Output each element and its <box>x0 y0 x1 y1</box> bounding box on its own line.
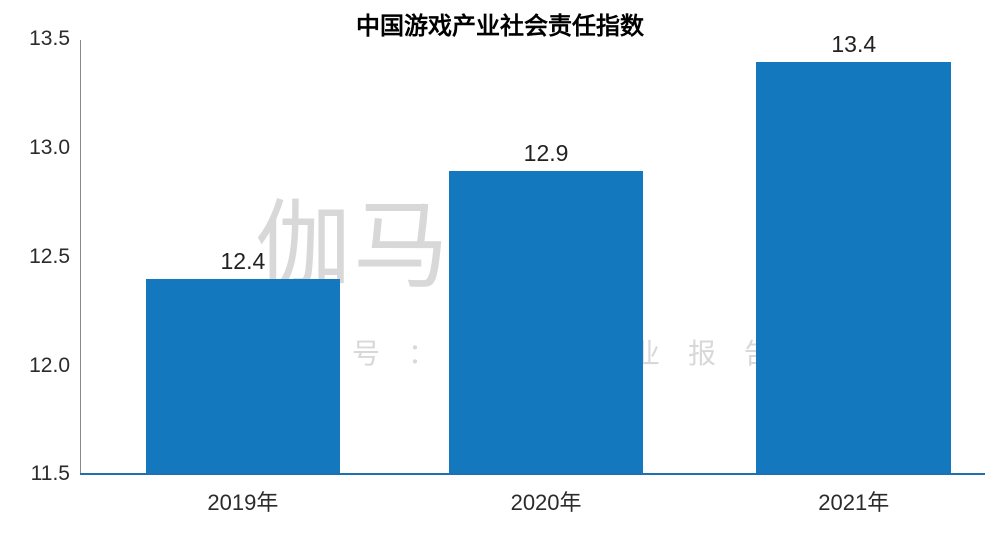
y-tick-label: 11.5 <box>10 462 70 486</box>
bar-value-label: 12.9 <box>486 140 606 167</box>
y-tick-label: 13.0 <box>10 136 70 160</box>
y-tick-label: 12.5 <box>10 245 70 269</box>
bar-value-label: 12.4 <box>183 248 303 275</box>
plot-area: 伽马数据微信号：游戏产业报告11.512.012.513.013.512.420… <box>80 40 985 475</box>
bar <box>449 171 644 474</box>
x-tick-label: 2021年 <box>774 485 934 517</box>
y-tick-label: 12.0 <box>10 354 70 378</box>
x-tick-label: 2020年 <box>466 485 626 517</box>
x-tick-label: 2019年 <box>163 485 323 517</box>
bar <box>146 279 341 473</box>
x-axis-line <box>80 473 985 475</box>
bar <box>756 62 951 473</box>
y-tick-label: 13.5 <box>10 27 70 51</box>
bar-value-label: 13.4 <box>794 31 914 58</box>
y-axis-line <box>80 40 81 475</box>
bar-chart: 中国游戏产业社会责任指数 伽马数据微信号：游戏产业报告11.512.012.51… <box>0 0 1000 546</box>
